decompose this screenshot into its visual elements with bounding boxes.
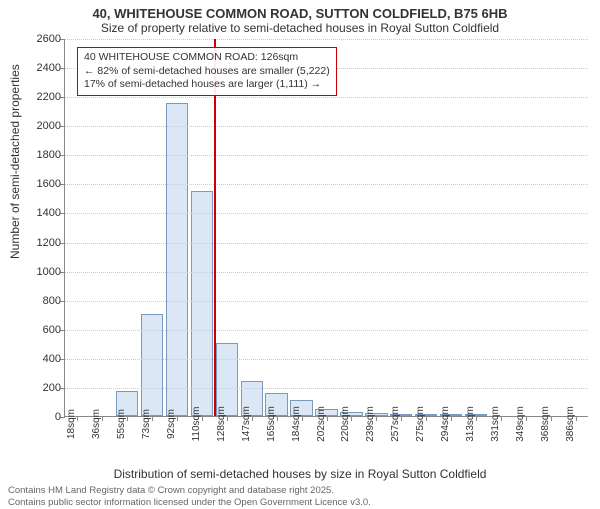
xtick-label: 275sqm [415,406,426,442]
ytick-label: 2200 [21,91,61,103]
xtick-label: 294sqm [440,406,451,442]
xtick-label: 257sqm [390,406,401,442]
ytick-label: 0 [21,411,61,423]
xtick-mark [77,416,78,421]
xtick-label: 110sqm [191,407,202,442]
footer-line-1: Contains HM Land Registry data © Crown c… [8,485,592,497]
histogram-bar [191,191,213,416]
xtick-mark [401,416,402,421]
xtick-label: 36sqm [91,409,102,439]
footer-line-2: Contains public sector information licen… [8,497,592,509]
xtick-mark [451,416,452,421]
xtick-mark [177,416,178,421]
histogram-bar [216,343,238,416]
ytick-label: 2000 [21,120,61,132]
xtick-label: 386sqm [565,406,576,442]
xtick-label: 202sqm [316,406,327,442]
xtick-label: 313sqm [465,406,476,442]
xtick-mark [351,416,352,421]
gridline [65,359,588,360]
gridline [65,184,588,185]
xtick-label: 128sqm [216,406,227,442]
ytick-label: 400 [21,353,61,365]
annotation-box: 40 WHITEHOUSE COMMON ROAD: 126sqm← 82% o… [77,47,337,96]
ytick-label: 600 [21,324,61,336]
plot-area: 18sqm36sqm55sqm73sqm92sqm110sqm128sqm147… [64,39,588,417]
gridline [65,126,588,127]
xtick-mark [227,416,228,421]
xtick-mark [476,416,477,421]
xtick-mark [202,416,203,421]
xtick-label: 73sqm [141,409,152,439]
ytick-label: 2600 [21,33,61,45]
chart-subtitle: Size of property relative to semi-detach… [0,21,600,35]
xtick-label: 239sqm [365,406,376,442]
ytick-label: 2400 [21,62,61,74]
annotation-line: ← 82% of semi-detached houses are smalle… [84,65,330,79]
xtick-label: 331sqm [490,406,501,442]
xtick-mark [501,416,502,421]
xtick-label: 165sqm [266,406,277,442]
xtick-label: 368sqm [540,406,551,442]
gridline [65,39,588,40]
gridline [65,213,588,214]
xtick-mark [376,416,377,421]
gridline [65,243,588,244]
gridline [65,330,588,331]
ytick-label: 1200 [21,237,61,249]
ytick-label: 1400 [21,207,61,219]
ytick-label: 1000 [21,266,61,278]
xtick-label: 55sqm [116,409,127,439]
annotation-line: 40 WHITEHOUSE COMMON ROAD: 126sqm [84,51,330,65]
xtick-label: 220sqm [340,406,351,442]
xtick-label: 349sqm [515,406,526,442]
ytick-label: 1600 [21,178,61,190]
gridline [65,272,588,273]
xtick-mark [426,416,427,421]
xtick-label: 18sqm [66,409,77,439]
xtick-label: 147sqm [241,406,252,442]
gridline [65,97,588,98]
histogram-bar [166,103,188,416]
ytick-label: 200 [21,382,61,394]
x-axis-label: Distribution of semi-detached houses by … [0,467,600,481]
xtick-mark [152,416,153,421]
xtick-mark [127,416,128,421]
gridline [65,388,588,389]
y-axis-label: Number of semi-detached properties [8,64,22,259]
chart-title: 40, WHITEHOUSE COMMON ROAD, SUTTON COLDF… [0,6,600,21]
footer: Contains HM Land Registry data © Crown c… [8,485,592,509]
xtick-label: 92sqm [166,409,177,439]
ytick-label: 800 [21,295,61,307]
ytick-label: 1800 [21,149,61,161]
annotation-line: 17% of semi-detached houses are larger (… [84,78,330,92]
gridline [65,301,588,302]
xtick-label: 184sqm [291,406,302,442]
xtick-mark [102,416,103,421]
gridline [65,155,588,156]
